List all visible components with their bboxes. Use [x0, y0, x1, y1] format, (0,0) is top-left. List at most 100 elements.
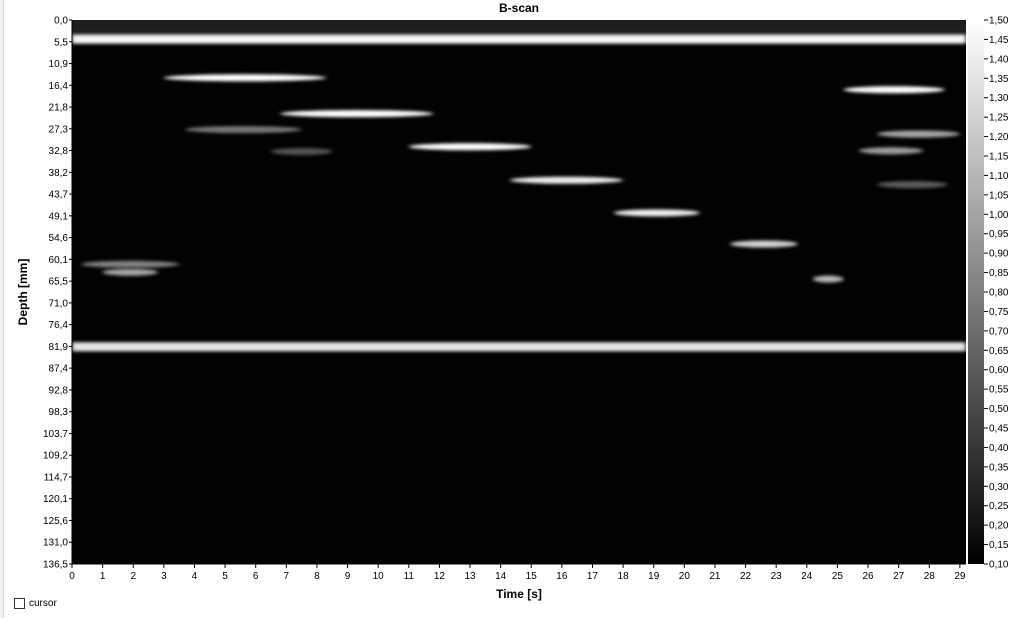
colorbar-tick-label: 0,65 — [989, 346, 1009, 357]
reflector-echo-10 — [102, 268, 158, 276]
x-tick-label: 27 — [893, 571, 905, 582]
colorbar-tick-label: 0,15 — [989, 540, 1009, 551]
heatmap-background[interactable] — [72, 20, 966, 564]
y-tick-label: 98,3 — [49, 407, 69, 418]
reflector-echo-12 — [843, 86, 945, 94]
cursor-label: cursor — [29, 598, 57, 609]
y-tick-label: 49,1 — [49, 211, 69, 222]
x-tick-label: 5 — [222, 571, 228, 582]
reflector-echo-11 — [812, 275, 844, 283]
x-tick-label: 25 — [832, 571, 844, 582]
x-tick-label: 28 — [924, 571, 936, 582]
y-tick-label: 54,6 — [49, 233, 69, 244]
window-left-border — [0, 0, 4, 618]
y-axis: 0,0 5,5 10,9 16,4 21,8 27,3 32,8 38,2 43,7 49,1 54… — [43, 16, 73, 571]
heatmap-plot-area[interactable] — [72, 20, 966, 564]
colorbar-tick-label: 1,40 — [989, 54, 1009, 65]
cursor-checkbox[interactable] — [14, 598, 25, 609]
colorbar-tick-label: 0,20 — [989, 521, 1009, 532]
y-tick-label: 120,1 — [43, 494, 68, 505]
y-axis-title: Depth [mm] — [16, 259, 30, 326]
y-tick-label: 65,5 — [49, 277, 69, 288]
x-tick-label: 22 — [740, 571, 752, 582]
colorbar-tick-label: 0,70 — [989, 326, 1009, 337]
y-tick-label: 87,4 — [49, 364, 69, 375]
y-tick-label: 131,0 — [43, 538, 68, 549]
colorbar-tick-label: 0,50 — [989, 404, 1009, 415]
colorbar-tick-label: 0,85 — [989, 268, 1009, 279]
y-tick-label: 109,2 — [43, 451, 68, 462]
x-tick-label: 9 — [345, 571, 351, 582]
x-tick-label: 17 — [587, 571, 599, 582]
reflector-echo-8 — [730, 240, 798, 248]
x-tick-label: 11 — [404, 571, 415, 582]
colorbar-tick-label: 1,00 — [989, 210, 1009, 221]
y-tick-label: 38,2 — [49, 168, 69, 179]
x-tick-label: 18 — [618, 571, 630, 582]
colorbar-tick-label: 0,10 — [989, 560, 1009, 571]
colorbar-tick-label: 0,90 — [989, 249, 1009, 260]
x-tick-label: 29 — [954, 571, 966, 582]
reflector-echo-13 — [877, 130, 960, 138]
x-tick-label: 4 — [192, 571, 198, 582]
x-tick-label: 20 — [679, 571, 691, 582]
reflector-echo-2 — [163, 74, 327, 82]
y-tick-label: 125,6 — [43, 516, 68, 527]
x-axis: 0 1 2 3 4 5 6 7 8 9 10 11 12 13 14 15 16 17 18 19 20 21 22 23 24… — [69, 563, 966, 582]
reflector-echo-9 — [81, 260, 180, 268]
colorbar-tick-label: 0,80 — [989, 288, 1009, 299]
colorbar-tick-label: 0,45 — [989, 424, 1009, 435]
colorbar-tick-label: 1,20 — [989, 132, 1009, 143]
x-tick-label: 13 — [464, 571, 476, 582]
y-tick-label: 27,3 — [49, 124, 69, 135]
colorbar-tick-label: 0,30 — [989, 482, 1009, 493]
x-tick-label: 15 — [526, 571, 538, 582]
x-tick-label: 12 — [434, 571, 446, 582]
reflector-echo-3 — [280, 110, 434, 118]
y-tick-label: 0,0 — [54, 16, 68, 27]
reflector-echo-7 — [613, 209, 700, 217]
colorbar-tick-label: 0,95 — [989, 229, 1009, 240]
x-tick-label: 10 — [373, 571, 385, 582]
colorbar-tick-label: 1,30 — [989, 93, 1009, 104]
y-tick-label: 114,7 — [44, 472, 69, 483]
y-tick-label: 92,8 — [49, 385, 69, 396]
colorbar-tick-label: 1,35 — [989, 74, 1009, 85]
y-tick-label: 60,1 — [49, 255, 69, 266]
heatmap-features — [72, 34, 966, 352]
x-tick-label: 16 — [556, 571, 568, 582]
x-tick-label: 2 — [130, 571, 136, 582]
y-tick-label: 10,9 — [49, 59, 69, 70]
y-tick-label: 81,9 — [49, 342, 69, 353]
y-tick-label: 32,8 — [49, 146, 69, 157]
x-axis-title: Time [s] — [496, 587, 542, 601]
colorbar-tick-label: 1,10 — [989, 171, 1009, 182]
x-tick-label: 1 — [100, 571, 106, 582]
y-tick-label: 43,7 — [49, 190, 69, 201]
x-tick-label: 6 — [253, 571, 259, 582]
colorbar-tick-label: 1,50 — [989, 16, 1009, 27]
colorbar-tick-label: 1,45 — [989, 35, 1009, 46]
colorbar-tick-label: 1,15 — [989, 152, 1009, 163]
colorbar-tick-label: 1,25 — [989, 113, 1009, 124]
reflector-echo-14 — [858, 147, 924, 155]
y-tick-label: 5,5 — [54, 37, 68, 48]
y-tick-label: 16,4 — [49, 81, 69, 92]
x-tick-label: 19 — [648, 571, 660, 582]
y-tick-label: 136,5 — [43, 560, 68, 571]
y-tick-label: 21,8 — [49, 103, 69, 114]
x-tick-label: 24 — [801, 571, 813, 582]
colorbar-tick-label: 0,75 — [989, 307, 1009, 318]
y-tick-label: 76,4 — [49, 320, 69, 331]
x-tick-label: 0 — [69, 571, 75, 582]
x-tick-label: 14 — [495, 571, 507, 582]
reflector-echo-5 — [408, 143, 532, 151]
y-tick-label: 71,0 — [49, 298, 69, 309]
colorbar: 1,50 1,45 1,40 1,35 1,30 1,25 1,20 1,15 1,10 1,05… — [968, 16, 1009, 571]
x-tick-label: 26 — [862, 571, 874, 582]
cursor-toggle[interactable]: cursor — [14, 598, 57, 609]
reflector-echo-15 — [877, 181, 948, 189]
axis-labels: Time [s] Depth [mm] — [16, 259, 542, 601]
